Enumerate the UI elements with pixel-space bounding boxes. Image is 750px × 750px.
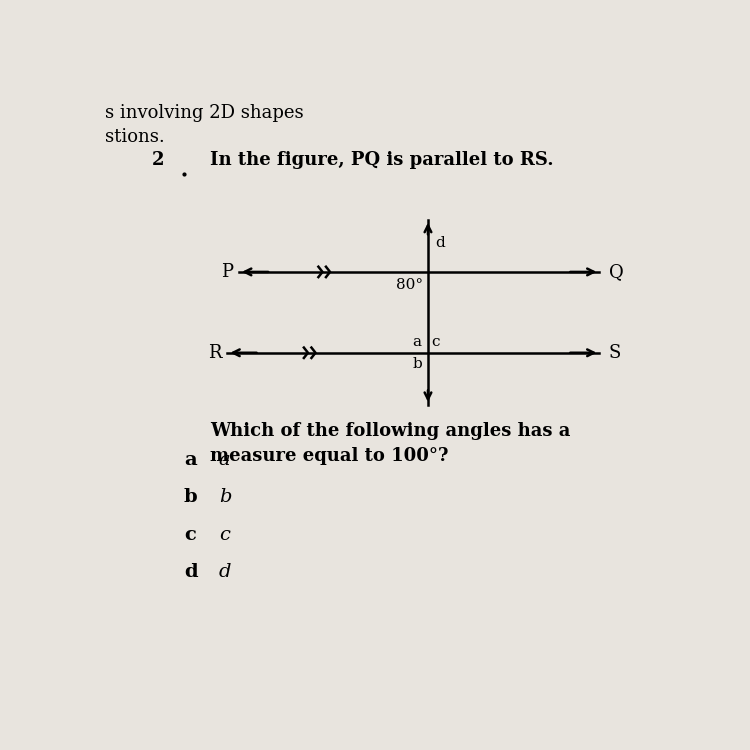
Text: R: R (208, 344, 222, 362)
Text: 80°: 80° (396, 278, 423, 292)
Text: Which of the following angles has a
measure equal to 100°?: Which of the following angles has a meas… (210, 422, 570, 465)
Text: d: d (219, 563, 231, 581)
Text: Q: Q (609, 263, 623, 281)
Text: b: b (219, 488, 231, 506)
Text: d: d (435, 236, 445, 250)
Text: stions.: stions. (105, 128, 165, 146)
Text: b: b (184, 488, 197, 506)
Text: In the figure, PQ is parallel to RS.: In the figure, PQ is parallel to RS. (210, 151, 554, 169)
Text: s involving 2D shapes: s involving 2D shapes (105, 104, 304, 122)
Text: d: d (184, 563, 197, 581)
Text: c: c (431, 335, 440, 350)
Text: 2: 2 (152, 151, 164, 169)
Text: S: S (609, 344, 621, 362)
Text: a: a (219, 451, 230, 469)
Text: b: b (413, 358, 422, 371)
Text: a: a (184, 451, 196, 469)
Text: a: a (412, 335, 421, 350)
Text: P: P (221, 263, 233, 281)
Text: c: c (184, 526, 196, 544)
Text: c: c (219, 526, 230, 544)
